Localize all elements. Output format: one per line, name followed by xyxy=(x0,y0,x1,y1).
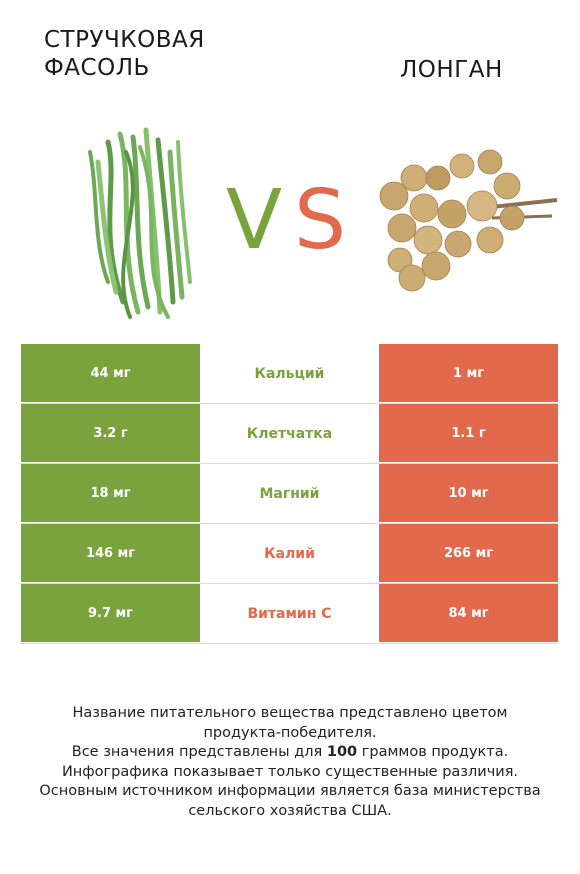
table-row: 18 мг Магний 10 мг xyxy=(21,464,558,524)
vs-v: V xyxy=(226,173,282,258)
nutrient-name: Магний xyxy=(200,464,379,523)
table-row: 146 мг Калий 266 мг xyxy=(21,524,558,584)
nutrient-name: Кальций xyxy=(200,344,379,403)
table-row: 44 мг Кальций 1 мг xyxy=(21,344,558,404)
left-value: 146 мг xyxy=(21,524,200,583)
right-value: 1.1 г xyxy=(379,404,558,463)
right-value: 84 мг xyxy=(379,584,558,643)
footer-line: сельского хозяйства США. xyxy=(188,802,392,819)
footer-line: Инфографика показывает только существенн… xyxy=(61,763,519,780)
left-food-title: СТРУЧКОВАЯ ФАСОЛЬ xyxy=(44,26,244,82)
footer-text: граммов продукта. xyxy=(357,744,509,760)
left-food-title-line2: ФАСОЛЬ xyxy=(44,55,150,81)
footer-line: Основным источником информации является … xyxy=(39,783,541,799)
left-value: 18 мг xyxy=(21,464,200,523)
right-value: 1 мг xyxy=(379,344,558,403)
left-food-title-line1: СТРУЧКОВАЯ xyxy=(44,27,205,53)
comparison-table: 44 мг Кальций 1 мг 3.2 г Клетчатка 1.1 г… xyxy=(21,344,558,644)
nutrient-name: Клетчатка xyxy=(200,404,379,463)
table-row: 3.2 г Клетчатка 1.1 г xyxy=(21,404,558,464)
vs-label: V S xyxy=(226,173,346,258)
footer-line: Все значения представлены для 100 граммо… xyxy=(20,743,560,763)
footer-line: Название питательного вещества представл… xyxy=(72,705,508,721)
nutrient-name: Калий xyxy=(200,524,379,583)
left-value: 44 мг xyxy=(21,344,200,403)
footer-notes: Название питательного вещества представл… xyxy=(20,704,560,821)
footer-line: продукта-победителя. xyxy=(203,724,377,741)
footer-text: Все значения представлены для xyxy=(71,744,327,760)
table-row: 9.7 мг Витамин C 84 мг xyxy=(21,584,558,644)
left-value: 3.2 г xyxy=(21,404,200,463)
right-food-title: ЛОНГАН xyxy=(400,57,503,83)
vs-s: S xyxy=(294,173,346,258)
green-beans-image xyxy=(88,127,192,319)
footer-amount: 100 xyxy=(326,744,358,760)
right-value: 266 мг xyxy=(379,524,558,583)
longan-image xyxy=(379,149,558,292)
nutrient-name: Витамин C xyxy=(200,584,379,643)
right-value: 10 мг xyxy=(379,464,558,523)
left-value: 9.7 мг xyxy=(21,584,200,643)
